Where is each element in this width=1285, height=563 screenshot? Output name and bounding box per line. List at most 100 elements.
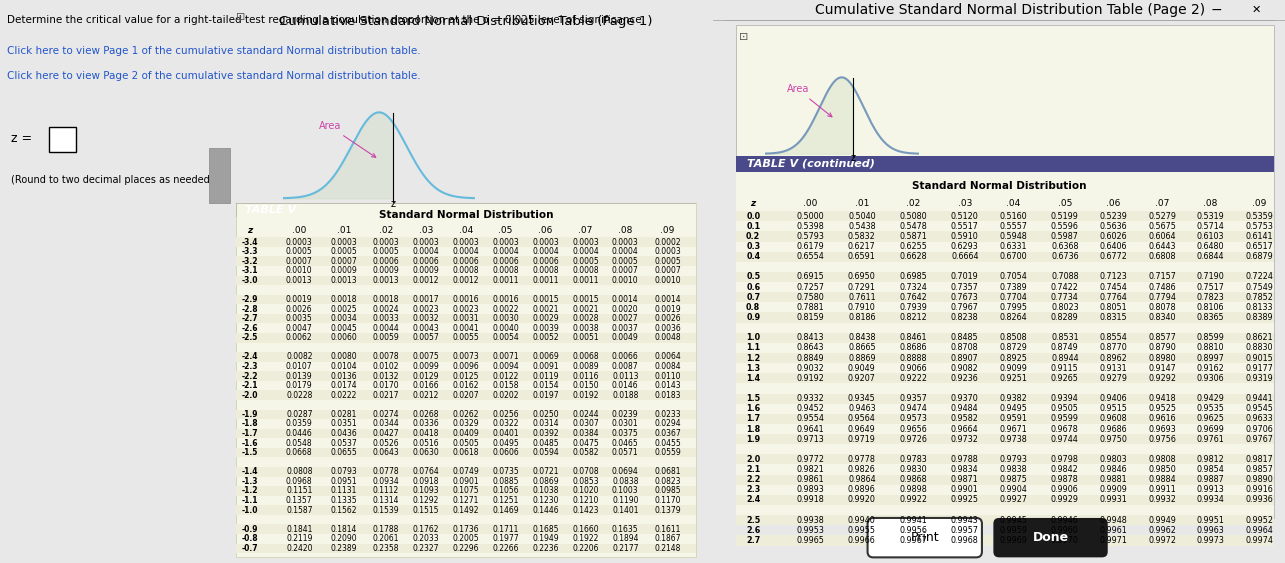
Text: 0.0015: 0.0015 (532, 295, 559, 304)
Text: 0.9963: 0.9963 (1196, 526, 1225, 535)
Text: 0.0005: 0.0005 (572, 257, 599, 266)
Text: 0.7939: 0.7939 (899, 303, 928, 312)
Text: 0.0495: 0.0495 (492, 439, 519, 448)
Text: 0.0110: 0.0110 (654, 372, 681, 381)
Text: 0.9177: 0.9177 (1245, 364, 1273, 373)
Text: 0.5000: 0.5000 (797, 212, 824, 221)
Text: 0.1446: 0.1446 (532, 506, 559, 515)
Text: 0.0202: 0.0202 (492, 391, 519, 400)
Text: 0.5438: 0.5438 (848, 222, 875, 231)
Text: 0.0409: 0.0409 (452, 429, 479, 438)
Text: 0.8238: 0.8238 (951, 313, 979, 322)
Text: 0.9941: 0.9941 (899, 516, 928, 525)
Text: 0.9793: 0.9793 (1000, 455, 1027, 464)
Text: 0.7324: 0.7324 (899, 283, 928, 292)
Text: 0.0005: 0.0005 (654, 257, 681, 266)
Text: 0.9893: 0.9893 (797, 485, 824, 494)
Text: 0.9732: 0.9732 (951, 435, 979, 444)
Text: 0.8: 0.8 (747, 303, 761, 312)
Text: 0.0606: 0.0606 (492, 448, 519, 457)
Text: 0.8888: 0.8888 (899, 354, 926, 363)
Text: 0.0007: 0.0007 (654, 266, 681, 275)
Text: 0.0158: 0.0158 (492, 381, 519, 390)
Text: 0.6628: 0.6628 (899, 252, 926, 261)
Text: 0.0559: 0.0559 (654, 448, 681, 457)
Text: 0.5319: 0.5319 (1196, 212, 1225, 221)
Text: 0.9207: 0.9207 (848, 374, 876, 383)
Text: 0.0244: 0.0244 (572, 410, 599, 419)
Text: Area: Area (786, 84, 831, 117)
Text: 0.0060: 0.0060 (330, 333, 357, 342)
FancyBboxPatch shape (736, 515, 1273, 525)
Text: 0.5279: 0.5279 (1148, 212, 1176, 221)
Text: 0.1038: 0.1038 (532, 486, 559, 495)
Text: 0.0571: 0.0571 (612, 448, 639, 457)
Text: .07: .07 (578, 226, 592, 235)
Text: 0.0003: 0.0003 (612, 238, 639, 247)
Text: -2.3: -2.3 (242, 362, 258, 371)
Text: 0.8106: 0.8106 (1196, 303, 1225, 312)
Text: 0.8907: 0.8907 (951, 354, 979, 363)
Text: 0.9857: 0.9857 (1245, 465, 1273, 474)
Text: 0.9767: 0.9767 (1245, 435, 1273, 444)
Text: 0.8365: 0.8365 (1196, 313, 1225, 322)
Text: 0.6879: 0.6879 (1245, 252, 1273, 261)
Text: 0.1003: 0.1003 (612, 486, 639, 495)
Text: 0.0166: 0.0166 (412, 381, 439, 390)
Text: 0.0013: 0.0013 (287, 276, 312, 285)
Text: 0.9236: 0.9236 (951, 374, 979, 383)
Text: 0.0537: 0.0537 (330, 439, 357, 448)
Text: 0.1867: 0.1867 (654, 534, 681, 543)
FancyBboxPatch shape (236, 486, 695, 496)
Text: 0.8438: 0.8438 (848, 333, 875, 342)
Text: 0.2236: 0.2236 (532, 544, 559, 553)
FancyBboxPatch shape (236, 295, 695, 304)
Text: 0.8023: 0.8023 (1051, 303, 1078, 312)
Text: 0.2206: 0.2206 (572, 544, 599, 553)
Text: 0.0427: 0.0427 (373, 429, 400, 438)
Text: 0.5714: 0.5714 (1196, 222, 1225, 231)
Text: 0.0071: 0.0071 (492, 352, 519, 361)
Text: 0.8665: 0.8665 (848, 343, 875, 352)
Text: 0.5359: 0.5359 (1245, 212, 1273, 221)
Text: 0.0047: 0.0047 (287, 324, 312, 333)
Text: 0.9535: 0.9535 (1196, 404, 1225, 413)
Text: 0.0446: 0.0446 (287, 429, 312, 438)
Text: 0.9279: 0.9279 (1100, 374, 1127, 383)
Text: 0.1292: 0.1292 (412, 496, 439, 505)
Text: 0.7794: 0.7794 (1148, 293, 1176, 302)
Text: 0.0010: 0.0010 (654, 276, 681, 285)
Text: 0.9251: 0.9251 (1000, 374, 1027, 383)
Text: 0.0012: 0.0012 (452, 276, 479, 285)
Text: .08: .08 (618, 226, 632, 235)
FancyBboxPatch shape (236, 448, 695, 457)
Text: 0.9474: 0.9474 (899, 404, 928, 413)
Text: 0.0838: 0.0838 (612, 477, 639, 486)
Text: Standard Normal Distribution: Standard Normal Distribution (912, 181, 1086, 191)
Text: TABLE V: TABLE V (245, 205, 297, 215)
Text: 0.9898: 0.9898 (899, 485, 928, 494)
Text: 0.0020: 0.0020 (612, 305, 639, 314)
Text: 0.0011: 0.0011 (492, 276, 519, 285)
Text: 0.9854: 0.9854 (1196, 465, 1225, 474)
Text: 0.9960: 0.9960 (1051, 526, 1078, 535)
Text: 0.0268: 0.0268 (412, 410, 439, 419)
Text: 0.0548: 0.0548 (287, 439, 312, 448)
Text: 0.9878: 0.9878 (1051, 475, 1078, 484)
Text: 0.0003: 0.0003 (452, 238, 479, 247)
Text: 0.0107: 0.0107 (287, 362, 312, 371)
Text: 0.9406: 0.9406 (1100, 394, 1127, 403)
Text: 0.2119: 0.2119 (287, 534, 312, 543)
FancyBboxPatch shape (236, 314, 695, 323)
Text: 0.0068: 0.0068 (572, 352, 599, 361)
FancyBboxPatch shape (236, 257, 695, 266)
Text: Area: Area (319, 122, 375, 157)
Text: 2.4: 2.4 (747, 495, 761, 504)
Text: 0.7734: 0.7734 (1051, 293, 1078, 302)
Text: 0.7549: 0.7549 (1245, 283, 1273, 292)
Text: 0.9671: 0.9671 (1000, 425, 1027, 434)
Text: 0.9929: 0.9929 (1051, 495, 1079, 504)
Text: ✕: ✕ (1252, 5, 1261, 15)
Text: 0.6844: 0.6844 (1196, 252, 1225, 261)
Text: 0.0375: 0.0375 (612, 429, 639, 438)
